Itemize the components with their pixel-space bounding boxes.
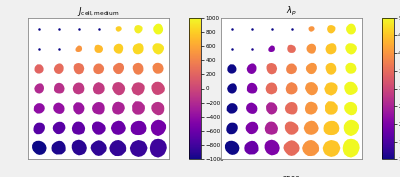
Polygon shape bbox=[90, 140, 107, 156]
Polygon shape bbox=[308, 26, 315, 32]
Polygon shape bbox=[34, 103, 45, 114]
Polygon shape bbox=[153, 24, 163, 35]
Polygon shape bbox=[286, 64, 297, 74]
Polygon shape bbox=[54, 83, 65, 93]
Polygon shape bbox=[246, 102, 258, 114]
Polygon shape bbox=[92, 102, 105, 115]
Polygon shape bbox=[93, 64, 104, 74]
Polygon shape bbox=[131, 121, 146, 135]
Polygon shape bbox=[76, 45, 82, 52]
Polygon shape bbox=[53, 102, 64, 114]
Polygon shape bbox=[72, 122, 85, 135]
Polygon shape bbox=[93, 82, 105, 95]
Polygon shape bbox=[227, 103, 238, 114]
Polygon shape bbox=[134, 25, 143, 33]
Polygon shape bbox=[152, 63, 164, 74]
Polygon shape bbox=[286, 82, 298, 95]
Polygon shape bbox=[266, 102, 277, 115]
Polygon shape bbox=[131, 82, 145, 96]
Polygon shape bbox=[327, 25, 336, 33]
Polygon shape bbox=[94, 45, 103, 53]
Polygon shape bbox=[112, 102, 125, 115]
Title: $J_\mathrm{cell,medium}$: $J_\mathrm{cell,medium}$ bbox=[77, 5, 120, 18]
Title: $\lambda_p$: $\lambda_p$ bbox=[286, 5, 297, 18]
Polygon shape bbox=[150, 139, 167, 158]
Polygon shape bbox=[109, 140, 126, 156]
Polygon shape bbox=[52, 141, 66, 155]
Polygon shape bbox=[133, 43, 144, 54]
Polygon shape bbox=[132, 101, 145, 115]
Polygon shape bbox=[247, 63, 256, 74]
Polygon shape bbox=[113, 63, 124, 74]
Polygon shape bbox=[285, 122, 299, 135]
Polygon shape bbox=[226, 123, 238, 134]
Polygon shape bbox=[34, 64, 44, 74]
Polygon shape bbox=[34, 123, 45, 134]
Polygon shape bbox=[151, 120, 166, 136]
Polygon shape bbox=[152, 43, 164, 55]
Polygon shape bbox=[266, 63, 277, 74]
Polygon shape bbox=[325, 101, 338, 115]
Polygon shape bbox=[247, 83, 258, 93]
Polygon shape bbox=[54, 63, 64, 74]
Polygon shape bbox=[284, 140, 300, 156]
Polygon shape bbox=[264, 140, 280, 155]
Polygon shape bbox=[34, 83, 44, 94]
Polygon shape bbox=[225, 141, 240, 155]
Polygon shape bbox=[306, 44, 316, 54]
Polygon shape bbox=[304, 121, 319, 135]
Polygon shape bbox=[326, 43, 336, 54]
Polygon shape bbox=[133, 63, 144, 75]
Polygon shape bbox=[346, 24, 356, 35]
Polygon shape bbox=[285, 102, 298, 115]
Text: 2500: 2500 bbox=[283, 176, 300, 177]
Polygon shape bbox=[305, 102, 318, 115]
Polygon shape bbox=[266, 82, 277, 95]
Polygon shape bbox=[73, 82, 84, 95]
Polygon shape bbox=[111, 121, 126, 135]
Polygon shape bbox=[72, 140, 87, 155]
Polygon shape bbox=[112, 82, 125, 95]
Polygon shape bbox=[114, 44, 123, 54]
Polygon shape bbox=[92, 122, 106, 135]
Polygon shape bbox=[344, 102, 357, 115]
Polygon shape bbox=[287, 45, 296, 53]
Polygon shape bbox=[345, 43, 357, 55]
Polygon shape bbox=[302, 140, 319, 156]
Polygon shape bbox=[306, 63, 317, 74]
Polygon shape bbox=[246, 122, 258, 134]
Polygon shape bbox=[53, 122, 66, 134]
Polygon shape bbox=[346, 63, 356, 74]
Polygon shape bbox=[32, 141, 47, 155]
Polygon shape bbox=[152, 82, 165, 95]
Polygon shape bbox=[151, 102, 164, 115]
Polygon shape bbox=[73, 102, 84, 115]
Polygon shape bbox=[265, 122, 278, 135]
Polygon shape bbox=[326, 63, 336, 75]
Polygon shape bbox=[305, 82, 318, 95]
Polygon shape bbox=[268, 45, 275, 52]
Polygon shape bbox=[116, 26, 122, 32]
Polygon shape bbox=[323, 140, 340, 157]
Polygon shape bbox=[74, 63, 84, 74]
Polygon shape bbox=[324, 121, 340, 135]
Polygon shape bbox=[227, 83, 237, 94]
Polygon shape bbox=[343, 139, 360, 158]
Polygon shape bbox=[344, 82, 358, 95]
Polygon shape bbox=[344, 120, 359, 136]
Polygon shape bbox=[227, 64, 236, 74]
Polygon shape bbox=[244, 141, 258, 155]
Polygon shape bbox=[130, 140, 148, 157]
Polygon shape bbox=[324, 82, 338, 96]
